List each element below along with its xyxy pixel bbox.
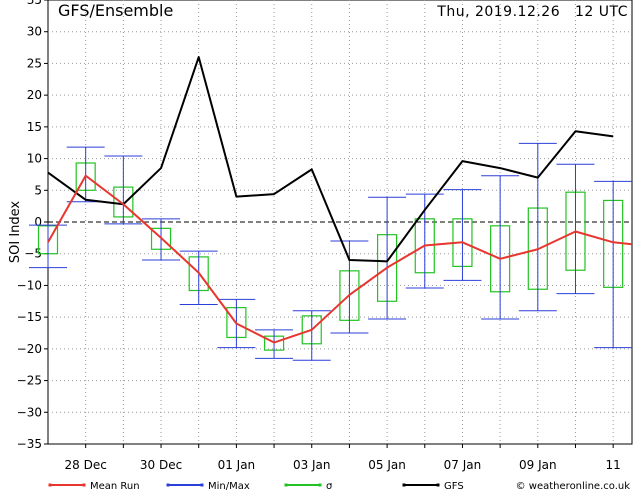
legend-dot-gfs — [436, 483, 440, 487]
x-tick-label: 01 Jan — [218, 458, 256, 472]
legend: Mean Run Min/Max σ GFS — [48, 481, 464, 490]
y-tick-label: 30 — [27, 25, 42, 39]
legend-label-mean-run: Mean Run — [90, 481, 140, 490]
y-tick-label: 20 — [27, 88, 42, 102]
legend-label-minmax: Min/Max — [208, 481, 250, 490]
y-tick-label: −25 — [17, 374, 42, 388]
y-tick-label: −30 — [17, 405, 42, 419]
gfs-series — [47, 56, 614, 263]
y-tick-label: −5 — [24, 247, 42, 261]
run-timestamp: Thu, 2019.12.26 12 UTC — [436, 4, 628, 20]
legend-dot-gfs — [402, 483, 406, 487]
y-axis: 35 30 25 20 15 10 5 0 −5 −10 −15 −20 −25 −30 −35 — [17, 0, 48, 451]
y-tick-label: 5 — [34, 183, 42, 197]
y-tick-label: −10 — [17, 278, 42, 292]
x-tick-label: 03 Jan — [293, 458, 331, 472]
legend-dot-sigma — [318, 483, 322, 487]
y-axis-label: SOI Index — [8, 201, 23, 264]
x-tick-label: 09 Jan — [519, 458, 557, 472]
minmax-series — [29, 142, 633, 361]
y-tick-label: −35 — [17, 437, 42, 451]
x-axis: 28 Dec 30 Dec 01 Jan 03 Jan 05 Jan 07 Jan 09 J… — [65, 444, 621, 472]
y-tick-label: −20 — [17, 342, 42, 356]
legend-dot-minmax — [166, 483, 170, 487]
y-tick-label: −15 — [17, 310, 42, 324]
y-tick-label: 35 — [27, 0, 42, 7]
y-tick-label: 10 — [27, 152, 42, 166]
x-tick-label: 30 Dec — [140, 458, 182, 472]
x-tick-label: 05 Jan — [368, 458, 406, 472]
y-tick-label: 0 — [34, 215, 42, 229]
legend-dot-minmax — [200, 483, 204, 487]
gfs-line — [47, 56, 614, 263]
mean-run-series — [47, 174, 633, 344]
legend-dot-mean-run — [82, 483, 86, 487]
mean-run-line — [47, 174, 633, 344]
legend-dot-sigma — [284, 483, 288, 487]
x-tick-label: 28 Dec — [65, 458, 107, 472]
chart-title: GFS/Ensemble — [58, 1, 173, 20]
legend-label-gfs: GFS — [444, 481, 464, 490]
y-tick-label: 15 — [27, 120, 42, 134]
x-tick-label: 11 — [606, 458, 621, 472]
legend-dot-mean-run — [48, 483, 52, 487]
y-tick-label: 25 — [27, 56, 42, 70]
x-tick-label: 07 Jan — [444, 458, 482, 472]
credit-text: © weatheronline.co.uk — [516, 481, 631, 490]
legend-label-sigma: σ — [326, 481, 333, 490]
